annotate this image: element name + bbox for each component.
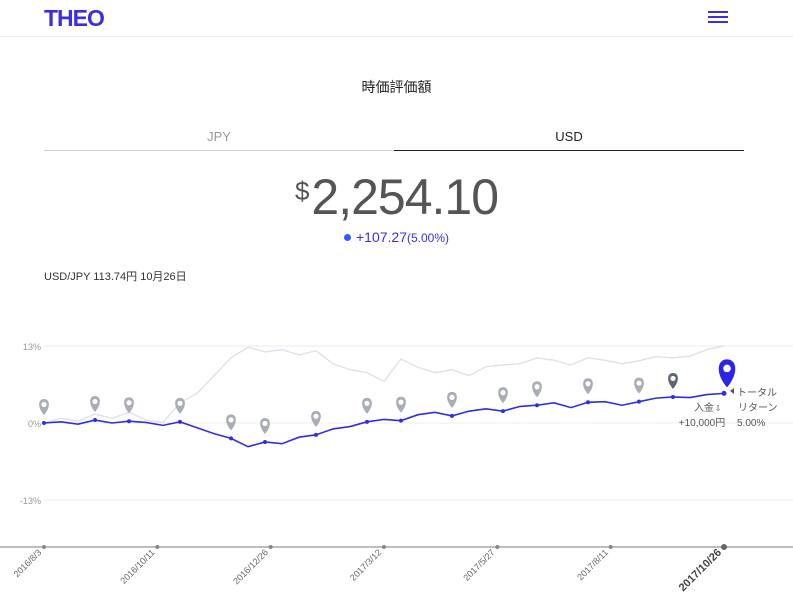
deposit-pin-hole xyxy=(177,400,183,406)
deposit-dot xyxy=(127,419,131,424)
latest-pin-icon xyxy=(718,359,736,388)
y-tick-label: -13% xyxy=(20,496,41,506)
hamburger-menu-icon[interactable] xyxy=(708,11,728,23)
amount-value: 2,254.10 xyxy=(311,169,499,225)
tab-jpy[interactable]: JPY xyxy=(44,129,394,151)
x-tick-dot xyxy=(382,545,386,549)
deposit-pin-hole xyxy=(534,384,540,390)
deposit-pin-hole xyxy=(228,417,234,423)
x-tick-label: 2017/8/11 xyxy=(575,547,610,582)
tab-usd[interactable]: USD xyxy=(394,129,744,151)
x-tick-dot xyxy=(42,545,46,549)
x-tick-dot xyxy=(268,545,273,549)
total-return-label-2: リターン xyxy=(738,402,778,414)
total-return-value: 5.00% xyxy=(737,418,765,429)
deposit-pin-hole xyxy=(398,399,404,405)
x-tick-dot xyxy=(721,544,727,550)
x-tick-dot xyxy=(608,545,613,549)
deposit-pin-hole xyxy=(41,401,47,408)
x-tick-label: 2017/3/12 xyxy=(348,547,383,582)
deposit-dot xyxy=(42,421,46,425)
change-value: +107.27 xyxy=(355,229,407,245)
change-percent: (5.00%) xyxy=(406,231,450,245)
deposit-dot xyxy=(314,432,318,437)
deposit-pin-hole xyxy=(670,375,676,382)
deposit-dot xyxy=(450,413,454,418)
valuation-change: +107.27(5.00%) xyxy=(0,229,793,245)
deposit-dot xyxy=(399,418,403,423)
theo-logo[interactable]: THEO xyxy=(44,5,105,31)
valuation-amount: $2,254.10 xyxy=(0,168,793,226)
x-tick-label: 2017/10/26 xyxy=(677,547,724,594)
latest-dot xyxy=(721,390,727,396)
deposit-pin-hole xyxy=(585,381,591,387)
deposit-dot xyxy=(263,439,267,444)
deposit-pin-hole xyxy=(92,398,98,405)
fx-rate: USD/JPY 113.74円 10月26日 xyxy=(44,271,187,283)
portfolio-series-line xyxy=(43,392,725,448)
deposit-dot xyxy=(586,400,590,405)
latest-pin-hole xyxy=(723,364,731,373)
deposit-pin-hole xyxy=(262,420,268,427)
deposit-pin-hole xyxy=(500,390,506,396)
deposit-dot xyxy=(535,403,539,408)
y-tick-label: 13% xyxy=(23,342,41,352)
benchmark-series-line xyxy=(43,345,725,424)
deposit-dot xyxy=(93,418,97,423)
currency-symbol: $ xyxy=(294,176,310,206)
deposit-dot xyxy=(501,409,505,414)
deposit-icon: ⇩ xyxy=(715,404,722,413)
deposit-dot xyxy=(671,394,675,399)
y-tick-label: 0% xyxy=(28,419,41,429)
deposit-dot xyxy=(365,419,369,424)
app-header: THEO xyxy=(0,0,793,37)
deposit-dot xyxy=(229,436,233,441)
return-pointer-icon xyxy=(730,388,734,394)
deposit-label: 入金 xyxy=(694,401,714,414)
deposit-pin-hole xyxy=(126,400,132,406)
x-tick-label: 2016/10/11 xyxy=(118,547,156,585)
x-tick-label: 2016/8/3 xyxy=(12,547,44,579)
x-tick-label: 2017/5/27 xyxy=(461,547,496,582)
deposit-pin-hole xyxy=(449,394,455,400)
page-title: 時価評価額 xyxy=(361,79,432,95)
deposit-dot xyxy=(637,399,641,404)
deposit-pin-hole xyxy=(364,400,370,406)
deposit-dot xyxy=(178,419,182,424)
deposit-amount: +10,000円 xyxy=(679,418,725,429)
change-dot-icon xyxy=(343,234,351,241)
total-return-label: トータル xyxy=(737,387,777,399)
deposit-pin-hole xyxy=(313,413,319,419)
deposit-pin-hole xyxy=(636,380,642,386)
x-tick-dot xyxy=(155,545,160,549)
x-tick-dot xyxy=(495,545,500,549)
x-tick-label: 2016/12/26 xyxy=(231,547,270,586)
